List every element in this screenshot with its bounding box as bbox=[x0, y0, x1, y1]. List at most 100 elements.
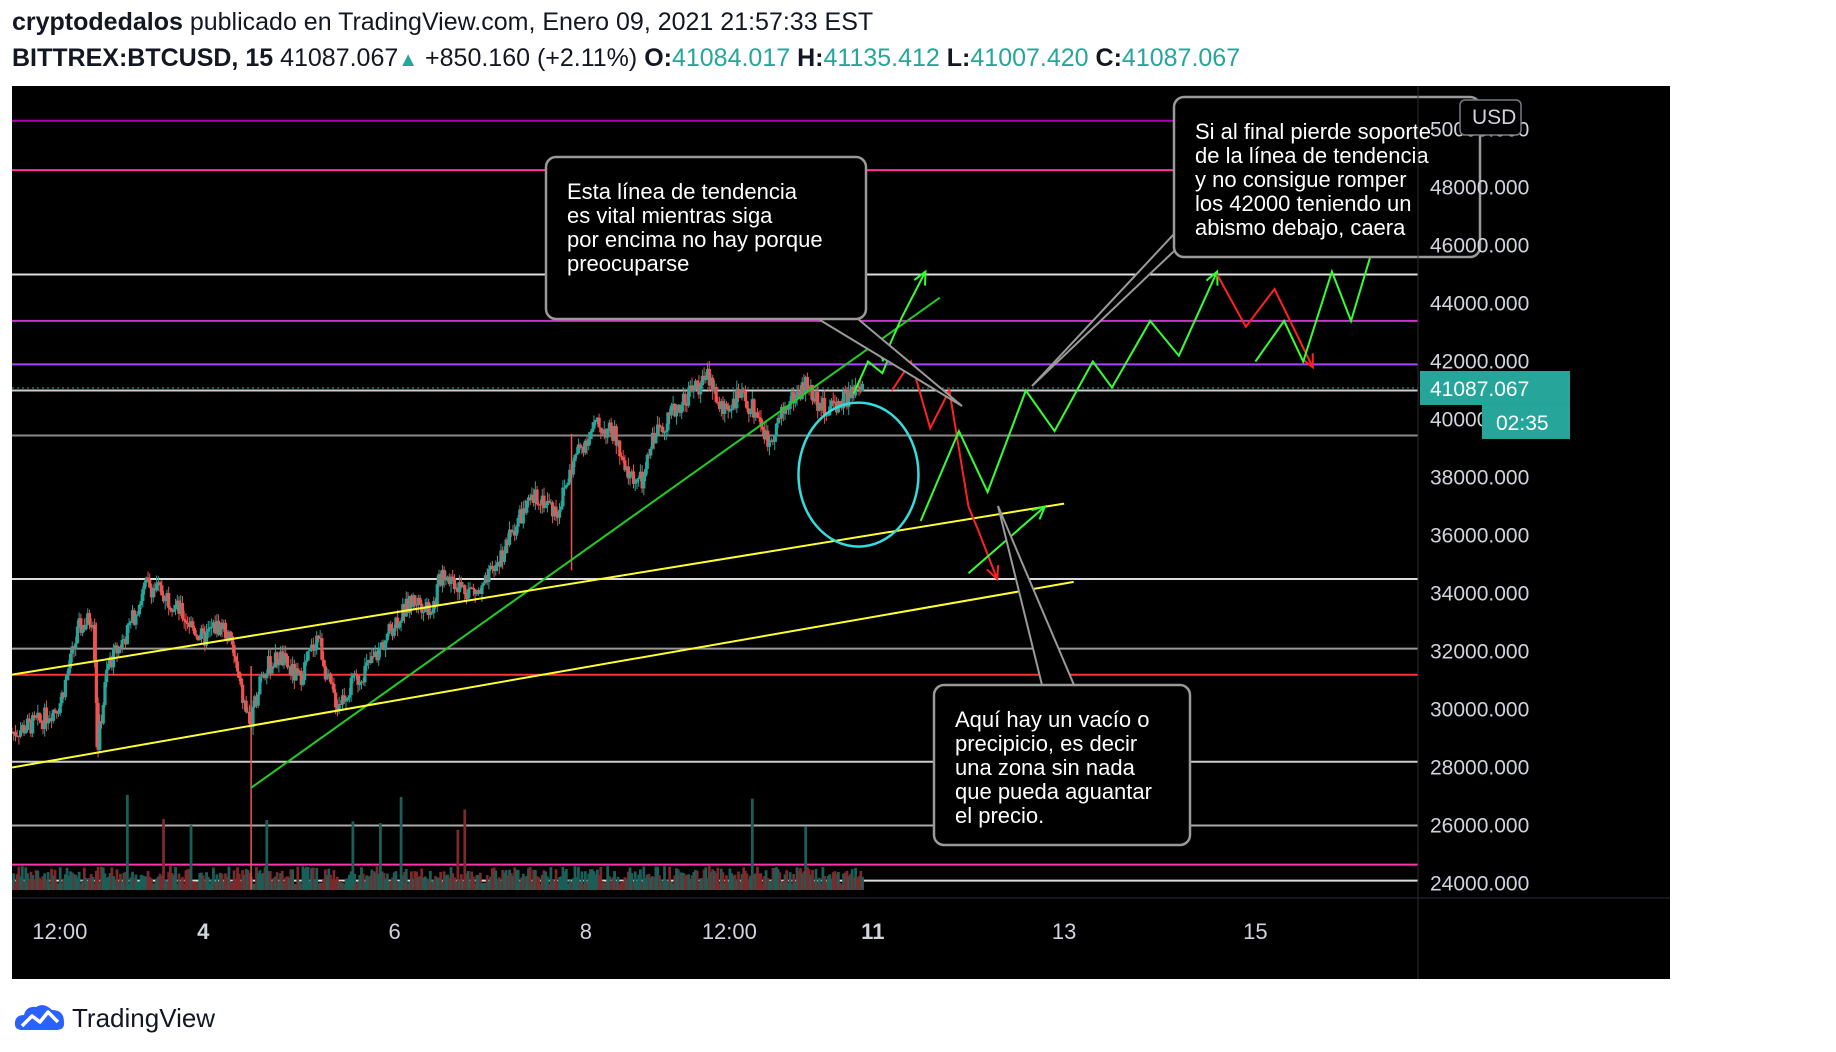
candle-body bbox=[142, 582, 147, 590]
tradingview-brand[interactable]: TradingView bbox=[12, 998, 215, 1038]
candle-body bbox=[841, 390, 846, 409]
candle-body bbox=[733, 398, 737, 409]
candle-body bbox=[378, 647, 383, 650]
candle-body bbox=[254, 696, 259, 706]
candle-body bbox=[669, 405, 673, 416]
candle-body bbox=[27, 718, 31, 721]
volume-bar bbox=[654, 866, 658, 890]
volume-bar bbox=[573, 866, 577, 890]
volume-bar bbox=[310, 868, 313, 890]
volume-bar bbox=[769, 880, 773, 890]
candle-body bbox=[218, 622, 222, 635]
candle-body bbox=[578, 444, 582, 448]
projection-green-main[interactable] bbox=[919, 271, 1219, 522]
candle-body bbox=[370, 656, 374, 663]
candle-body bbox=[244, 700, 248, 712]
candle-body bbox=[289, 666, 293, 676]
volume-bar bbox=[499, 880, 503, 890]
candle-body bbox=[561, 487, 565, 507]
last-price-badge[interactable] bbox=[1420, 370, 1570, 405]
candle-body bbox=[773, 436, 777, 442]
symbol-label[interactable]: BITTREX:BTCUSD, 15 bbox=[12, 44, 274, 72]
volume-bar bbox=[403, 872, 406, 890]
volume-bar bbox=[76, 877, 79, 890]
candle-body bbox=[186, 622, 190, 625]
trendlines bbox=[12, 296, 1074, 789]
volume-bar bbox=[174, 866, 177, 890]
candle-body bbox=[588, 432, 593, 440]
volume-bar bbox=[683, 874, 687, 890]
price-tick-label: 28000.000 bbox=[1430, 757, 1529, 780]
currency-button[interactable]: USD bbox=[1459, 99, 1522, 136]
candle-body bbox=[110, 656, 114, 668]
author-name[interactable]: cryptodedalos bbox=[12, 8, 183, 36]
volume-bar bbox=[451, 873, 455, 890]
vacuum-ellipse[interactable] bbox=[797, 401, 920, 548]
volume-bar bbox=[69, 871, 72, 890]
volume-bar bbox=[358, 875, 362, 890]
projection-green-late[interactable] bbox=[1254, 224, 1381, 365]
candle-body bbox=[566, 482, 570, 486]
projection-red-high[interactable] bbox=[1216, 274, 1314, 368]
time-tick-label: 15 bbox=[1243, 919, 1267, 944]
yellow-channel-upper[interactable] bbox=[12, 502, 1065, 676]
candle-body bbox=[284, 653, 288, 656]
candle-body bbox=[404, 598, 408, 617]
callout-line: y no consigue romper bbox=[1195, 167, 1407, 192]
candle-body bbox=[859, 386, 863, 392]
volume-bar bbox=[814, 868, 818, 890]
volume-bar bbox=[107, 876, 110, 890]
volume-bar bbox=[17, 866, 21, 890]
candle-body bbox=[427, 602, 431, 616]
candle-body bbox=[712, 386, 717, 392]
arrow-head bbox=[913, 269, 927, 286]
chart-panel[interactable]: Esta línea de tendencia es vital mientras… bbox=[12, 86, 1670, 979]
candle-body bbox=[173, 604, 178, 610]
volume-bar bbox=[98, 882, 102, 890]
candle-body bbox=[246, 711, 250, 713]
yellow-channel-lower[interactable] bbox=[12, 580, 1074, 769]
volume-bar bbox=[74, 874, 78, 890]
candle-body bbox=[711, 377, 715, 392]
volume-bar bbox=[48, 883, 52, 890]
candle-body bbox=[559, 506, 563, 510]
candle-body bbox=[444, 579, 448, 581]
candle-body bbox=[518, 509, 522, 518]
candle-body bbox=[595, 417, 599, 421]
candle-body bbox=[213, 622, 217, 634]
candle-body bbox=[93, 625, 97, 660]
volume-bar bbox=[520, 877, 524, 890]
candle-body bbox=[647, 454, 651, 456]
projection-red-down[interactable] bbox=[891, 359, 999, 580]
candle-body bbox=[533, 489, 537, 503]
volume-bar bbox=[341, 882, 344, 890]
candle-body bbox=[840, 405, 844, 409]
time-axis[interactable]: 12:00 4 6 8 12:00 11 13 15 bbox=[32, 919, 1267, 944]
callout-tail bbox=[806, 313, 963, 407]
volume-bar bbox=[38, 877, 41, 890]
volume-bar bbox=[725, 875, 728, 890]
price-axis[interactable]: 24000.000 26000.000 28000.000 30000.000 3200… bbox=[1420, 119, 1570, 896]
candle-body bbox=[377, 649, 381, 661]
volume-bar bbox=[475, 875, 479, 890]
candle-body bbox=[442, 569, 446, 580]
callout-line: que pueda aguantar bbox=[955, 779, 1152, 804]
candle-body bbox=[125, 625, 129, 645]
candle-body bbox=[46, 721, 50, 724]
volume-bar bbox=[127, 883, 131, 890]
candle-body bbox=[287, 666, 291, 668]
time-tick-label: 11 bbox=[861, 919, 884, 944]
callout-line: precipicio, es decir bbox=[955, 731, 1137, 756]
volume-bar bbox=[664, 879, 668, 890]
candle-body bbox=[80, 625, 85, 633]
candle-body bbox=[328, 673, 333, 683]
volume-bar bbox=[50, 868, 53, 890]
candle-body bbox=[192, 627, 197, 635]
volume-bar bbox=[89, 874, 93, 890]
candle-body bbox=[556, 515, 560, 518]
candle-body bbox=[141, 589, 145, 601]
